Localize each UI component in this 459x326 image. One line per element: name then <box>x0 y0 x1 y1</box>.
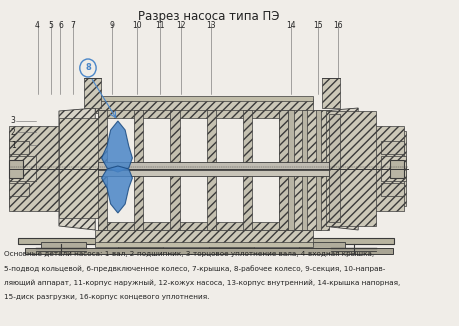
Bar <box>9 156 36 181</box>
Text: Основные детали насоса: 1-вал, 2-подшипник, 3-торцовое уплотнение вала, 4-входна: Основные детали насоса: 1-вал, 2-подшипн… <box>4 251 373 257</box>
Polygon shape <box>321 108 358 230</box>
Text: 11: 11 <box>155 21 165 30</box>
Text: 5-подвод кольцевой, 6-предвключенное колесо, 7-крышка, 8-рабочее колесо, 9-секци: 5-подвод кольцевой, 6-предвключенное кол… <box>4 265 384 272</box>
Text: 12: 12 <box>175 21 185 30</box>
Text: 15-диск разгрузки, 16-корпус концевого уплотнения.: 15-диск разгрузки, 16-корпус концевого у… <box>4 294 208 301</box>
Bar <box>279 110 329 230</box>
Bar <box>134 110 143 230</box>
Bar <box>380 183 403 196</box>
Bar <box>206 110 215 230</box>
Text: 1: 1 <box>11 141 16 150</box>
Bar <box>299 242 344 250</box>
Text: 7: 7 <box>70 21 75 30</box>
Text: 2: 2 <box>11 127 16 137</box>
Bar <box>380 141 403 154</box>
Bar <box>242 110 252 230</box>
Text: 3: 3 <box>11 116 16 125</box>
Text: 14: 14 <box>286 21 295 30</box>
Bar <box>9 160 22 178</box>
Text: Разрез насоса типа ПЭ: Разрез насоса типа ПЭ <box>138 10 279 23</box>
Bar <box>326 111 375 226</box>
Bar <box>98 162 329 170</box>
Bar <box>118 242 163 250</box>
Bar <box>98 222 279 230</box>
Bar <box>59 118 100 218</box>
Bar <box>288 110 293 230</box>
Bar <box>389 160 403 178</box>
Bar <box>9 131 25 206</box>
Text: 9: 9 <box>109 21 114 30</box>
Bar <box>315 110 320 230</box>
Bar <box>389 131 405 206</box>
Text: ляющий аппарат, 11-корпус наружный, 12-кожух насоса, 13-корпус внутренний, 14-кр: ляющий аппарат, 11-корпус наружный, 12-к… <box>4 280 399 287</box>
Bar <box>9 183 29 196</box>
Text: 13: 13 <box>206 21 215 30</box>
Text: 6: 6 <box>58 21 63 30</box>
Bar <box>279 110 288 230</box>
Bar <box>9 126 59 211</box>
Bar <box>95 96 312 101</box>
Bar <box>98 110 279 118</box>
Text: 16: 16 <box>332 21 342 30</box>
Text: 15: 15 <box>313 21 322 30</box>
Bar <box>95 242 312 247</box>
Bar <box>380 156 405 181</box>
Text: 4: 4 <box>35 21 40 30</box>
Bar <box>329 114 339 222</box>
Bar <box>301 110 307 230</box>
Bar <box>95 99 312 113</box>
Polygon shape <box>101 166 132 213</box>
Text: 10: 10 <box>132 21 141 30</box>
Bar <box>25 248 392 254</box>
Bar <box>170 110 179 230</box>
Text: 8: 8 <box>85 64 90 72</box>
Bar <box>41 242 86 250</box>
Bar <box>95 230 312 244</box>
Polygon shape <box>59 108 95 230</box>
Bar <box>18 238 394 244</box>
Bar <box>98 168 329 176</box>
Bar <box>9 141 29 154</box>
Bar <box>98 110 107 230</box>
Bar <box>321 78 339 108</box>
Bar <box>208 242 253 250</box>
Polygon shape <box>101 121 132 172</box>
Bar <box>358 126 403 211</box>
Bar <box>84 78 101 108</box>
Text: 5: 5 <box>48 21 53 30</box>
